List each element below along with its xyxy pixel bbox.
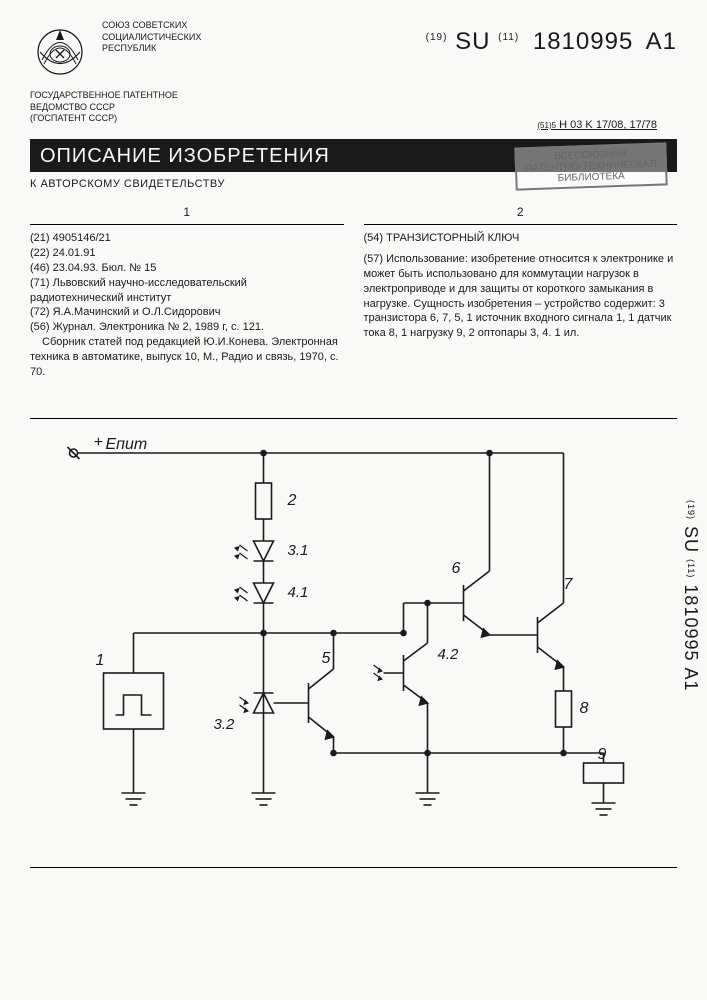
- field-72: (72) Я.А.Мачинский и О.Л.Сидорович: [30, 305, 344, 320]
- field-56b: Сборник статей под редакцией Ю.И.Конева.…: [30, 335, 344, 380]
- field-71: (71) Львовский научно-исследовательский …: [30, 276, 344, 306]
- svg-text:8: 8: [580, 700, 589, 717]
- field-22: (22) 24.01.91: [30, 246, 344, 261]
- svg-text:5: 5: [322, 650, 331, 667]
- library-stamp: ВСЕСОЮЗНАЯ ПАТЕНТНО-ТЕХНИЧЕСКАЯ БИБЛИОТЕ…: [515, 142, 668, 190]
- svg-text:3.1: 3.1: [288, 542, 309, 559]
- issuer-block: СОЮЗ СОВЕТСКИХ СОЦИАЛИСТИЧЕСКИХ РЕСПУБЛИ…: [102, 20, 222, 55]
- columns: 1 (21) 4905146/21 (22) 24.01.91 (46) 23.…: [30, 204, 677, 380]
- field-54: (54) ТРАНЗИСТОРНЫЙ КЛЮЧ: [364, 231, 678, 246]
- ipc-code: (51)5 H 03 K 17/08, 17/78: [30, 119, 677, 131]
- svg-text:9: 9: [598, 746, 607, 763]
- state-emblem: [30, 20, 90, 80]
- issuer-line: СОЮЗ СОВЕТСКИХ: [102, 20, 222, 32]
- column-right: 2 (54) ТРАНЗИСТОРНЫЙ КЛЮЧ (57) Использов…: [364, 204, 678, 380]
- field-21: (21) 4905146/21: [30, 231, 344, 246]
- column-left: 1 (21) 4905146/21 (22) 24.01.91 (46) 23.…: [30, 204, 344, 380]
- issuer-line: РЕСПУБЛИК: [102, 43, 222, 55]
- issuer-line: СОЦИАЛИСТИЧЕСКИХ: [102, 32, 222, 44]
- field-56: (56) Журнал. Электроника № 2, 1989 г, с.…: [30, 320, 344, 335]
- svg-text:+: +: [94, 434, 103, 451]
- svg-text:3.2: 3.2: [214, 716, 236, 733]
- svg-text:Eпит: Eпит: [106, 436, 148, 453]
- svg-text:1: 1: [96, 652, 105, 669]
- field-57: (57) Использование: изобретение относитс…: [364, 252, 678, 341]
- side-document-code: (19) SU (11) 1810995 A1: [680, 500, 701, 692]
- svg-text:2: 2: [287, 492, 297, 509]
- svg-text:4.1: 4.1: [288, 584, 309, 601]
- svg-text:4.2: 4.2: [438, 646, 460, 663]
- document-code: (19) SU (11) 1810995 A1: [234, 20, 677, 56]
- svg-text:7: 7: [564, 576, 574, 593]
- field-46: (46) 23.04.93. Бюл. № 15: [30, 261, 344, 276]
- circuit-diagram: + Eпит 2 3.1 4.1: [30, 418, 677, 868]
- svg-text:6: 6: [452, 560, 461, 577]
